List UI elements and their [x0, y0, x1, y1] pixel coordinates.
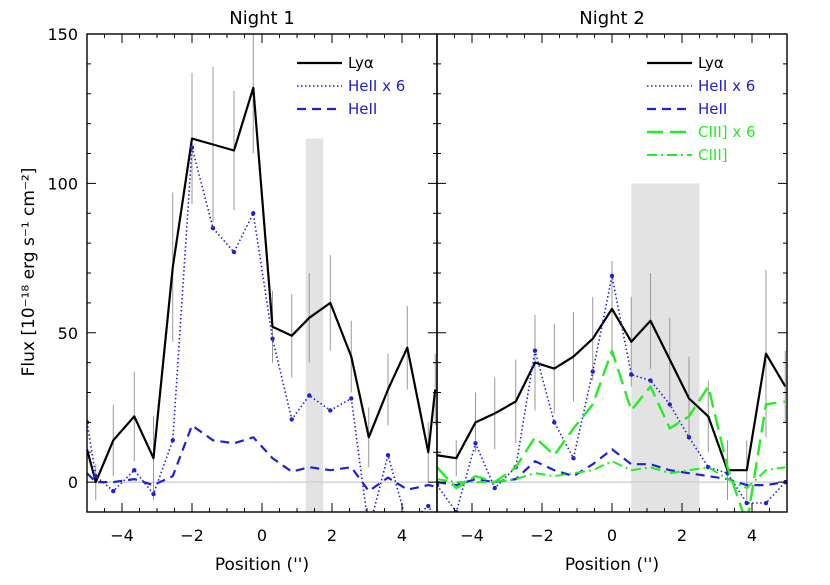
data-point: [289, 417, 294, 422]
legend-label: CIII]: [698, 146, 728, 164]
series-line-heii: [437, 448, 786, 487]
data-point: [629, 372, 634, 377]
y-tick-label: 150: [47, 25, 78, 44]
legend-label: HeII x 6: [348, 77, 405, 95]
x-tick-label: 2: [677, 526, 687, 545]
data-point: [552, 420, 557, 425]
data-point: [93, 473, 98, 479]
data-point: [590, 369, 595, 374]
legend-label: Lyα: [348, 54, 374, 72]
series-line-ly: [87, 86, 437, 484]
data-point: [609, 273, 615, 279]
x-tick-label: 4: [747, 526, 757, 545]
legend-label: HeII: [698, 100, 727, 118]
data-point: [367, 528, 371, 532]
legend-label: HeII: [348, 100, 377, 118]
data-point: [307, 393, 312, 398]
legend-label: Lyα: [698, 54, 724, 72]
x-tick-label: −2: [530, 526, 554, 545]
x-tick-label: 0: [607, 526, 617, 545]
data-point: [426, 503, 431, 509]
data-point: [385, 453, 391, 458]
data-point: [532, 348, 538, 353]
series-line-ciii-x-6: [437, 349, 786, 512]
data-point: [231, 249, 237, 255]
data-point: [270, 336, 275, 341]
plot-frame: [86, 33, 438, 513]
y-tick-label: 50: [58, 324, 78, 343]
legend-label: HeII x 6: [698, 77, 755, 95]
data-point: [151, 491, 156, 497]
data-point: [132, 467, 137, 473]
x-tick-label: −4: [460, 526, 484, 545]
data-point: [667, 402, 672, 407]
y-tick-label: 0: [68, 473, 78, 492]
data-point: [170, 438, 175, 443]
data-point: [189, 145, 195, 150]
x-tick-label: −2: [180, 526, 204, 545]
data-point: [686, 435, 692, 440]
series-line-ly: [437, 307, 787, 472]
data-point: [328, 408, 333, 413]
shaded-region: [631, 183, 700, 512]
series-line-ciii: [437, 460, 786, 490]
x-tick-label: 4: [397, 526, 407, 545]
data-point: [210, 225, 216, 231]
series-line-heii: [87, 424, 436, 493]
data-point: [251, 211, 256, 216]
series-line-heii-x-6: [87, 146, 433, 512]
x-tick-label: 2: [327, 526, 337, 545]
x-tick-label: 0: [257, 526, 267, 545]
data-point: [433, 516, 437, 520]
y-axis-label: Flux [10⁻¹⁸ erg s⁻¹ cm⁻²]: [19, 168, 39, 377]
data-point: [492, 485, 497, 491]
x-axis-label: Position (''): [565, 555, 659, 575]
data-point: [349, 396, 354, 401]
panel-title: Night 1: [229, 8, 295, 29]
y-tick-label: 100: [47, 174, 78, 193]
legend-label: CIII] x 6: [698, 123, 756, 141]
data-point: [473, 441, 478, 446]
data-point: [571, 456, 576, 461]
shaded-region: [305, 138, 324, 512]
data-point: [763, 500, 769, 506]
data-point: [111, 488, 116, 494]
panel-title: Night 2: [579, 8, 645, 29]
data-point: [648, 378, 653, 383]
data-point: [744, 500, 749, 506]
x-axis-label: Position (''): [215, 555, 309, 575]
x-tick-label: −4: [110, 526, 134, 545]
